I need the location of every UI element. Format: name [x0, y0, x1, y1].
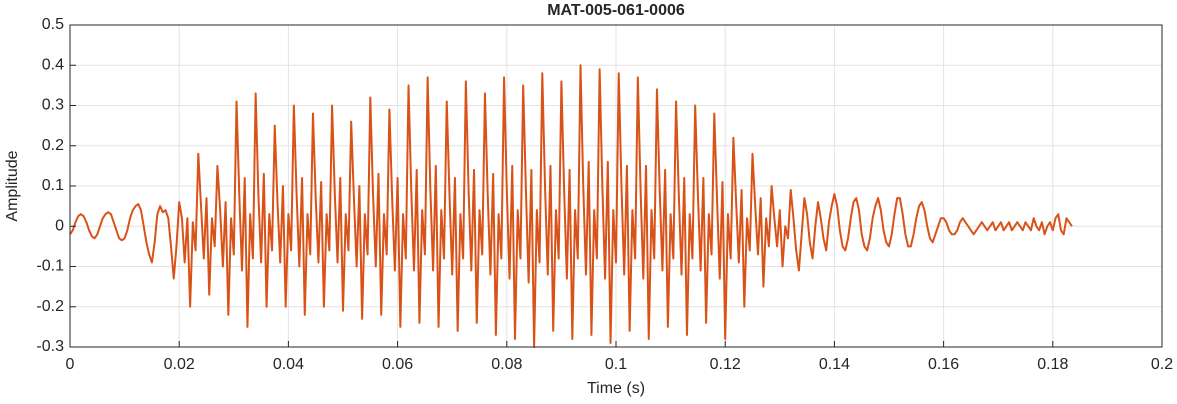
x-tick-label: 0.12	[710, 356, 741, 373]
chart-title: MAT-005-061-0006	[547, 2, 685, 19]
x-tick-label: 0.14	[819, 356, 850, 373]
y-tick-label: 0.4	[42, 56, 64, 73]
y-tick-label: -0.2	[36, 298, 64, 315]
x-tick-label: 0.06	[382, 356, 413, 373]
x-tick-label: 0.1	[605, 356, 627, 373]
x-tick-label: 0.2	[1151, 356, 1173, 373]
x-axis-label: Time (s)	[587, 380, 645, 397]
y-tick-label: -0.1	[36, 258, 64, 275]
y-tick-label: 0	[55, 217, 64, 234]
x-tick-label: 0.08	[491, 356, 522, 373]
y-tick-label: -0.3	[36, 338, 64, 355]
x-tick-label: 0.18	[1037, 356, 1068, 373]
x-tick-label: 0.04	[273, 356, 304, 373]
labels: 0 0.02 0.04 0.06 0.08 0.1 0.12 0.14 0.16 0.18 0.2 -…	[36, 16, 1173, 373]
y-tick-label: 0.5	[42, 16, 64, 33]
line-series	[69, 64, 1073, 348]
x-tick-label: 0.16	[928, 356, 959, 373]
x-tick-label: 0	[66, 356, 75, 373]
y-tick-label: 0.1	[42, 177, 64, 194]
plot	[69, 64, 1073, 348]
y-tick-label: 0.3	[42, 97, 64, 114]
x-tick-label: 0.02	[164, 356, 195, 373]
y-tick-label: 0.2	[42, 137, 64, 154]
y-axis-label: Amplitude	[4, 150, 21, 221]
